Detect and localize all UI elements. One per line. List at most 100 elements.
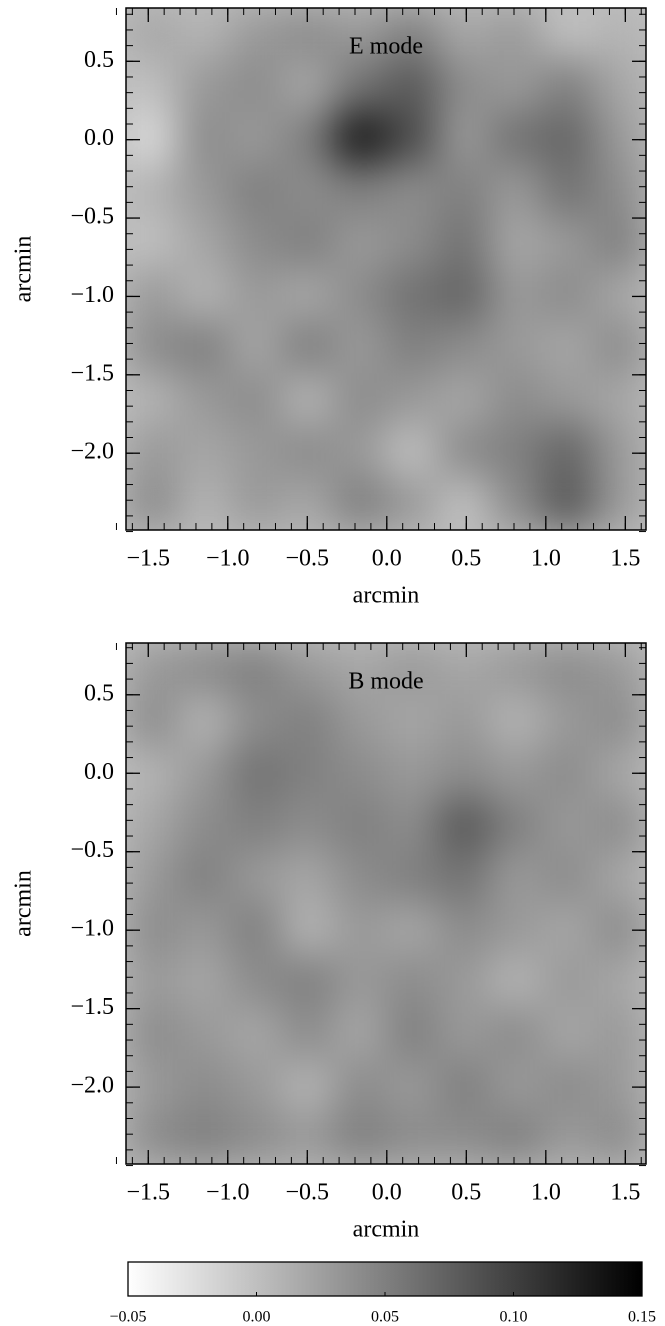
heatmap-cell: [177, 798, 231, 852]
heatmap-cell: [281, 372, 335, 427]
heatmap-cell: [541, 164, 595, 218]
heatmap-cell: [489, 8, 543, 61]
heatmap-cell: [385, 694, 439, 748]
heatmap-cell: [437, 320, 491, 374]
x-tick-label: −0.5: [286, 546, 330, 572]
heatmap-cell: [281, 425, 335, 479]
heatmap-cell: [126, 216, 179, 270]
heatmap-cell: [541, 59, 595, 113]
heatmap-cell: [489, 903, 543, 957]
y-axis-label: arcmin: [11, 870, 37, 937]
heatmap-cell: [281, 746, 335, 800]
x-tick-label: 1.5: [610, 546, 640, 572]
heatmap-cell: [385, 643, 439, 696]
heatmap-cell: [385, 903, 439, 957]
heatmap-cell: [281, 216, 335, 270]
heatmap-cell: [229, 850, 283, 904]
heatmap-cell: [229, 955, 283, 1009]
heatmap-cell: [126, 59, 179, 113]
heatmap-cell: [126, 955, 179, 1009]
heatmap-cell: [333, 1059, 387, 1113]
heatmap-cell: [489, 694, 543, 748]
heatmap-cell: [489, 425, 543, 479]
heatmap-cell: [489, 372, 543, 427]
heatmap-cell: [541, 1111, 595, 1164]
heatmap-cell: [437, 1111, 491, 1164]
heatmap-cell: [385, 850, 439, 904]
colorbar-tick-label: 0.15: [628, 1309, 656, 1326]
y-tick-label: −2.0: [70, 439, 114, 465]
heatmap-cell: [333, 164, 387, 218]
heatmap-cell: [281, 694, 335, 748]
heatmap-cell: [593, 164, 646, 218]
heatmap-cell: [126, 850, 179, 904]
heatmap-cell: [385, 372, 439, 427]
heatmap-cell: [333, 268, 387, 322]
heatmap-cell: [281, 643, 335, 696]
heatmap-cell: [385, 268, 439, 322]
x-tick-label: 0.0: [372, 1180, 402, 1206]
heatmap-cell: [489, 111, 543, 166]
heatmap-cell: [177, 425, 231, 479]
x-tick-label: −0.5: [286, 1180, 330, 1206]
colorbar-tick-label: −0.05: [109, 1309, 146, 1326]
heatmap-cell: [593, 216, 646, 270]
heatmap-cell: [437, 59, 491, 113]
heatmap-cell: [333, 850, 387, 904]
heatmap-cell: [333, 216, 387, 270]
heatmap-cell: [177, 59, 231, 113]
heatmap-cell: [541, 643, 595, 696]
heatmap-cell: [593, 8, 646, 61]
heatmap-cell: [229, 164, 283, 218]
heatmap-cell: [593, 1007, 646, 1061]
heatmap-cell: [281, 955, 335, 1009]
heatmap-cell: [281, 59, 335, 113]
heatmap-cell: [385, 216, 439, 270]
heatmap-cell: [489, 268, 543, 322]
heatmap-cell: [437, 1007, 491, 1061]
heatmap: [126, 643, 646, 1164]
heatmap-cell: [229, 59, 283, 113]
heatmap-cell: [229, 477, 283, 530]
heatmap-cell: [437, 798, 491, 852]
heatmap-cell: [541, 425, 595, 479]
heatmap-cell: [437, 111, 491, 166]
heatmap-cell: [229, 798, 283, 852]
heatmap-cell: [177, 216, 231, 270]
heatmap-cell: [229, 8, 283, 61]
heatmap-cell: [333, 903, 387, 957]
heatmap-cell: [541, 320, 595, 374]
heatmap-cell: [385, 955, 439, 1009]
heatmap-cell: [437, 477, 491, 530]
heatmap-cell: [489, 850, 543, 904]
heatmap-cell: [126, 643, 179, 696]
heatmap-cell: [229, 903, 283, 957]
heatmap-cell: [126, 1111, 179, 1164]
heatmap-cell: [593, 955, 646, 1009]
heatmap-cell: [177, 372, 231, 427]
heatmap-cell: [437, 8, 491, 61]
y-tick-label: −0.5: [70, 204, 114, 230]
heatmap-cell: [385, 1059, 439, 1113]
heatmap-cell: [593, 1111, 646, 1164]
heatmap-cell: [229, 1007, 283, 1061]
colorbar: [127, 1261, 643, 1297]
heatmap-cell: [333, 372, 387, 427]
y-tick-label: −1.0: [70, 916, 114, 942]
heatmap-cell: [177, 320, 231, 374]
heatmap-cell: [281, 1007, 335, 1061]
heatmap-cell: [229, 1111, 283, 1164]
x-tick-label: −1.0: [206, 1180, 250, 1206]
heatmap-cell: [126, 425, 179, 479]
heatmap-cell: [437, 425, 491, 479]
x-tick-label: −1.0: [206, 546, 250, 572]
heatmap-cell: [177, 8, 231, 61]
heatmap-cell: [281, 1111, 335, 1164]
heatmap-cell: [385, 746, 439, 800]
heatmap-cells: [126, 8, 646, 530]
heatmap-cell: [333, 8, 387, 61]
heatmap-cell: [177, 955, 231, 1009]
heatmap-cell: [177, 903, 231, 957]
heatmap-cell: [385, 111, 439, 166]
heatmap-cell: [281, 164, 335, 218]
